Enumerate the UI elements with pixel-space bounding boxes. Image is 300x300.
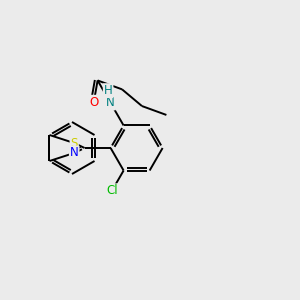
Text: O: O	[89, 96, 98, 109]
Text: Cl: Cl	[106, 184, 118, 197]
Text: H: H	[104, 84, 112, 97]
Text: N: N	[70, 146, 79, 160]
Text: S: S	[70, 136, 78, 149]
Text: N: N	[106, 97, 115, 110]
